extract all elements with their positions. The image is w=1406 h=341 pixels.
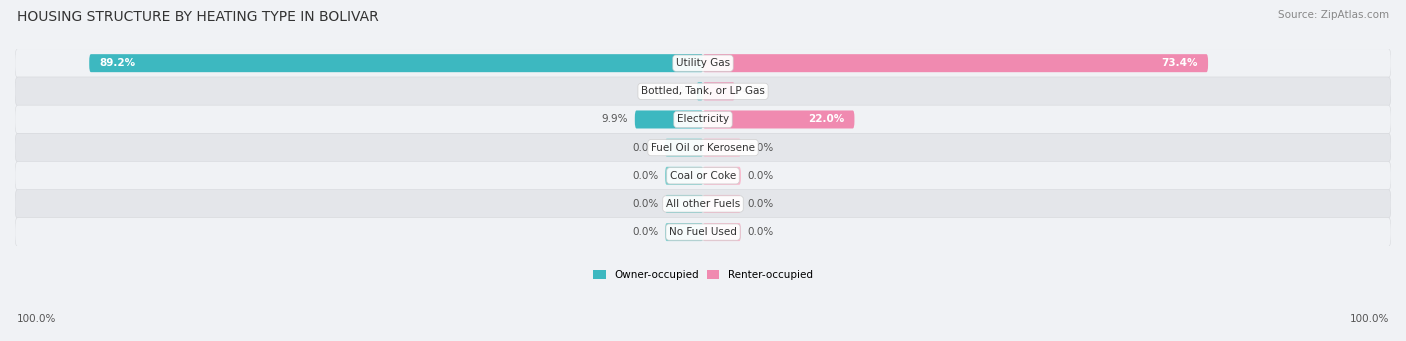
Text: 0.93%: 0.93%	[657, 86, 690, 96]
FancyBboxPatch shape	[665, 167, 703, 185]
Text: 0.0%: 0.0%	[748, 143, 773, 153]
Text: 100.0%: 100.0%	[17, 314, 56, 324]
FancyBboxPatch shape	[636, 110, 703, 129]
Text: 0.0%: 0.0%	[748, 171, 773, 181]
FancyBboxPatch shape	[665, 195, 703, 213]
Text: Fuel Oil or Kerosene: Fuel Oil or Kerosene	[651, 143, 755, 153]
Text: Source: ZipAtlas.com: Source: ZipAtlas.com	[1278, 10, 1389, 20]
FancyBboxPatch shape	[665, 139, 703, 157]
Text: Bottled, Tank, or LP Gas: Bottled, Tank, or LP Gas	[641, 86, 765, 96]
Text: 22.0%: 22.0%	[808, 115, 844, 124]
FancyBboxPatch shape	[665, 223, 703, 241]
Text: All other Fuels: All other Fuels	[666, 199, 740, 209]
Text: 100.0%: 100.0%	[1350, 314, 1389, 324]
FancyBboxPatch shape	[15, 105, 1391, 134]
FancyBboxPatch shape	[703, 223, 741, 241]
Legend: Owner-occupied, Renter-occupied: Owner-occupied, Renter-occupied	[589, 266, 817, 284]
FancyBboxPatch shape	[15, 218, 1391, 247]
Text: Electricity: Electricity	[676, 115, 730, 124]
FancyBboxPatch shape	[15, 133, 1391, 162]
Text: 73.4%: 73.4%	[1161, 58, 1198, 68]
FancyBboxPatch shape	[703, 54, 1208, 72]
Text: Coal or Coke: Coal or Coke	[669, 171, 737, 181]
Text: 0.0%: 0.0%	[748, 227, 773, 237]
FancyBboxPatch shape	[703, 82, 735, 100]
Text: 0.0%: 0.0%	[633, 227, 658, 237]
FancyBboxPatch shape	[15, 161, 1391, 190]
Text: 0.0%: 0.0%	[633, 143, 658, 153]
Text: 0.0%: 0.0%	[633, 171, 658, 181]
Text: No Fuel Used: No Fuel Used	[669, 227, 737, 237]
Text: 4.6%: 4.6%	[741, 86, 768, 96]
Text: 89.2%: 89.2%	[100, 58, 136, 68]
Text: Utility Gas: Utility Gas	[676, 58, 730, 68]
Text: 0.0%: 0.0%	[748, 199, 773, 209]
FancyBboxPatch shape	[703, 167, 741, 185]
FancyBboxPatch shape	[89, 54, 703, 72]
FancyBboxPatch shape	[15, 190, 1391, 218]
FancyBboxPatch shape	[15, 49, 1391, 77]
Text: 9.9%: 9.9%	[602, 115, 628, 124]
FancyBboxPatch shape	[696, 82, 703, 100]
FancyBboxPatch shape	[703, 195, 741, 213]
Text: HOUSING STRUCTURE BY HEATING TYPE IN BOLIVAR: HOUSING STRUCTURE BY HEATING TYPE IN BOL…	[17, 10, 378, 24]
FancyBboxPatch shape	[703, 110, 855, 129]
FancyBboxPatch shape	[15, 77, 1391, 106]
FancyBboxPatch shape	[703, 139, 741, 157]
Text: 0.0%: 0.0%	[633, 199, 658, 209]
